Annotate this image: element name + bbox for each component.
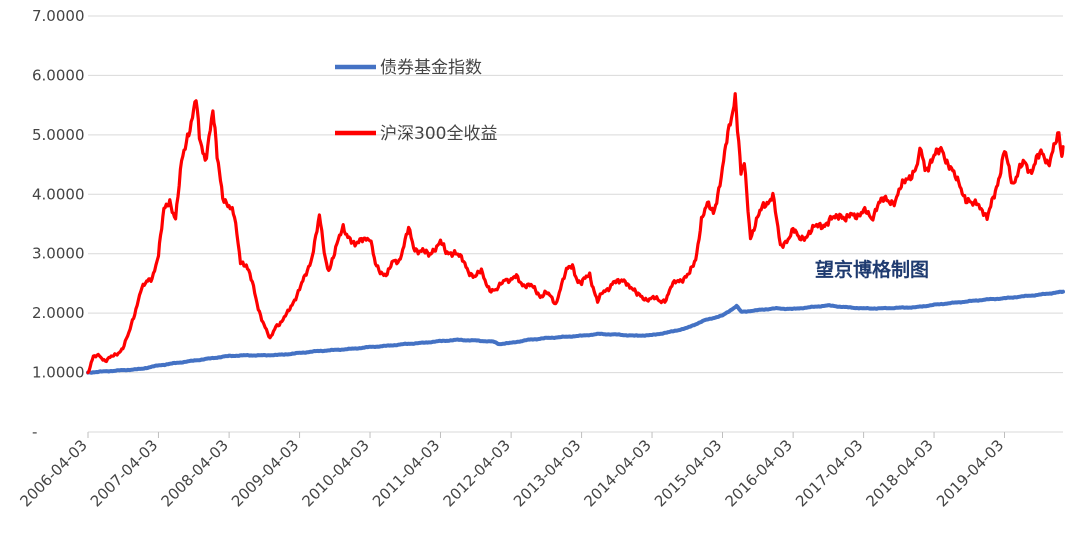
x-tick-label: 2014-04-03 — [580, 436, 654, 510]
x-axis — [87, 431, 1063, 438]
y-tick-label: 2.0000 — [32, 304, 85, 322]
gridlines — [88, 15, 1063, 374]
series-line-csi300 — [86, 92, 1065, 375]
x-tick-label: 2006-04-03 — [16, 436, 90, 510]
x-tick-label: 2018-04-03 — [863, 436, 937, 510]
y-tick-label: 7.0000 — [32, 7, 85, 25]
x-axis-tick-labels: 2006-04-032007-04-032008-04-032009-04-03… — [16, 436, 1007, 510]
y-axis-tick-labels: - 1.0000 2.0000 3.0000 4.0000 5.0000 6.0000 7.0… — [32, 7, 85, 441]
legend-item-bond-index: 债券基金指数 — [335, 58, 482, 78]
legend: 债券基金指数 沪深300全收益 — [335, 58, 497, 144]
legend-label-csi300: 沪深300全收益 — [380, 124, 497, 144]
x-tick-label: 2013-04-03 — [510, 436, 584, 510]
x-tick-label: 2017-04-03 — [792, 436, 866, 510]
y-tick-label: 3.0000 — [32, 245, 85, 263]
y-tick-label: 4.0000 — [32, 185, 85, 203]
legend-label-bond-index: 债券基金指数 — [380, 58, 482, 78]
x-tick-label: 2015-04-03 — [651, 436, 725, 510]
legend-item-csi300: 沪深300全收益 — [335, 124, 497, 144]
x-tick-label: 2011-04-03 — [369, 436, 443, 510]
x-tick-label: 2008-04-03 — [158, 436, 232, 510]
y-tick-label: - — [32, 423, 37, 441]
y-tick-label: 1.0000 — [32, 364, 85, 382]
x-tick-label: 2012-04-03 — [440, 436, 514, 510]
series-lines — [86, 92, 1065, 375]
y-tick-label: 5.0000 — [32, 126, 85, 144]
series-line-bond-index — [86, 289, 1065, 375]
y-tick-label: 6.0000 — [32, 66, 85, 84]
x-tick-label: 2009-04-03 — [228, 436, 302, 510]
watermark-annotation: 望京博格制图 — [815, 258, 929, 281]
x-tick-label: 2007-04-03 — [87, 436, 161, 510]
x-tick-label: 2010-04-03 — [298, 436, 372, 510]
x-tick-label: 2016-04-03 — [722, 436, 796, 510]
x-tick-label: 2019-04-03 — [933, 436, 1007, 510]
